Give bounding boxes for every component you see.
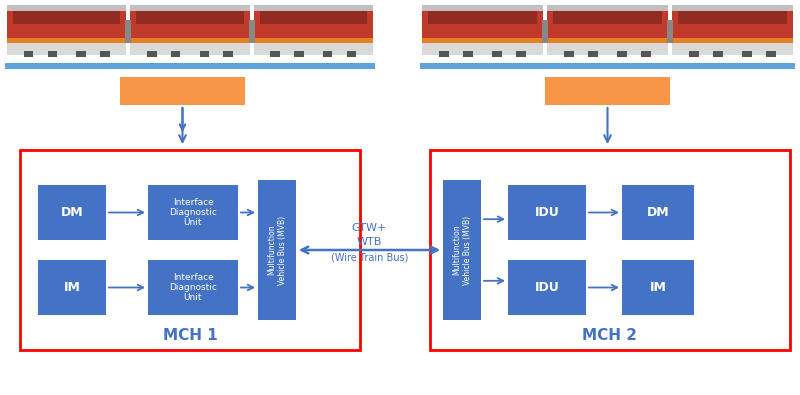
Bar <box>672 5 793 43</box>
Bar <box>667 20 673 43</box>
Bar <box>672 41 793 55</box>
Text: IDU: IDU <box>534 281 559 294</box>
Bar <box>564 51 574 57</box>
Bar <box>7 5 126 43</box>
Text: MCH 2: MCH 2 <box>582 327 638 342</box>
Text: MCH 1: MCH 1 <box>162 327 218 342</box>
Bar <box>422 5 543 43</box>
Bar <box>422 5 543 11</box>
Text: Train Set: Train Set <box>576 85 639 98</box>
Bar <box>492 51 502 57</box>
Bar <box>672 5 793 11</box>
Text: DM: DM <box>61 206 83 219</box>
Bar <box>254 41 373 55</box>
Bar <box>463 51 473 57</box>
Bar <box>126 20 131 43</box>
Text: Multifunction
Vehicle Bus (MVB): Multifunction Vehicle Bus (MVB) <box>267 215 286 284</box>
Bar <box>7 38 126 43</box>
Bar <box>542 20 548 43</box>
Bar <box>617 51 627 57</box>
Bar <box>24 51 34 57</box>
Bar <box>622 260 694 315</box>
Bar <box>713 51 723 57</box>
Bar <box>672 38 793 43</box>
Bar <box>7 5 126 11</box>
Text: IM: IM <box>650 281 666 294</box>
Bar <box>130 38 250 43</box>
Bar <box>20 150 360 350</box>
Bar <box>254 38 373 43</box>
Text: Interface
Diagnostic
Unit: Interface Diagnostic Unit <box>169 273 217 303</box>
Bar <box>130 41 250 55</box>
Text: DM: DM <box>646 206 670 219</box>
Bar <box>130 5 250 11</box>
Bar <box>346 51 356 57</box>
Bar <box>323 51 333 57</box>
Bar <box>5 63 375 69</box>
Text: IM: IM <box>63 281 81 294</box>
Bar <box>430 150 790 350</box>
Bar <box>258 180 296 320</box>
Bar <box>422 38 543 43</box>
Bar <box>422 41 543 55</box>
Bar <box>742 51 752 57</box>
Bar <box>130 5 250 43</box>
Bar <box>547 5 668 11</box>
Bar <box>147 51 157 57</box>
Bar <box>622 185 694 240</box>
Text: IDU: IDU <box>534 206 559 219</box>
Bar <box>547 41 668 55</box>
Bar <box>516 51 526 57</box>
Bar <box>100 51 110 57</box>
Bar <box>7 41 126 55</box>
Bar <box>76 51 86 57</box>
Bar <box>260 10 367 24</box>
Text: Interface
Diagnostic
Unit: Interface Diagnostic Unit <box>169 198 217 228</box>
Bar <box>136 10 244 24</box>
Bar <box>199 51 209 57</box>
Bar <box>171 51 181 57</box>
Bar <box>428 10 537 24</box>
Bar <box>545 77 670 105</box>
Bar <box>148 185 238 240</box>
Bar <box>38 260 106 315</box>
Bar <box>254 5 373 43</box>
Text: (Wire Train Bus): (Wire Train Bus) <box>331 253 408 263</box>
Text: GTW+: GTW+ <box>352 223 387 233</box>
Bar <box>508 260 586 315</box>
Bar <box>553 10 662 24</box>
Bar <box>443 180 481 320</box>
Text: Multifunction
Vehicle Bus (MVB): Multifunction Vehicle Bus (MVB) <box>452 215 472 284</box>
Bar <box>38 185 106 240</box>
Bar <box>642 51 651 57</box>
Bar <box>508 185 586 240</box>
Bar <box>547 38 668 43</box>
Bar <box>148 260 238 315</box>
Bar <box>588 51 598 57</box>
Bar <box>13 10 120 24</box>
Bar <box>547 5 668 43</box>
Text: Train Set: Train Set <box>151 85 214 98</box>
Bar <box>766 51 776 57</box>
Bar <box>254 5 373 11</box>
Bar <box>420 63 795 69</box>
Bar <box>689 51 698 57</box>
Bar <box>678 10 787 24</box>
Bar <box>439 51 449 57</box>
Bar <box>294 51 304 57</box>
Bar <box>249 20 254 43</box>
Text: WTB: WTB <box>357 237 382 247</box>
Bar <box>270 51 280 57</box>
Bar <box>120 77 245 105</box>
Bar <box>47 51 57 57</box>
Bar <box>223 51 233 57</box>
